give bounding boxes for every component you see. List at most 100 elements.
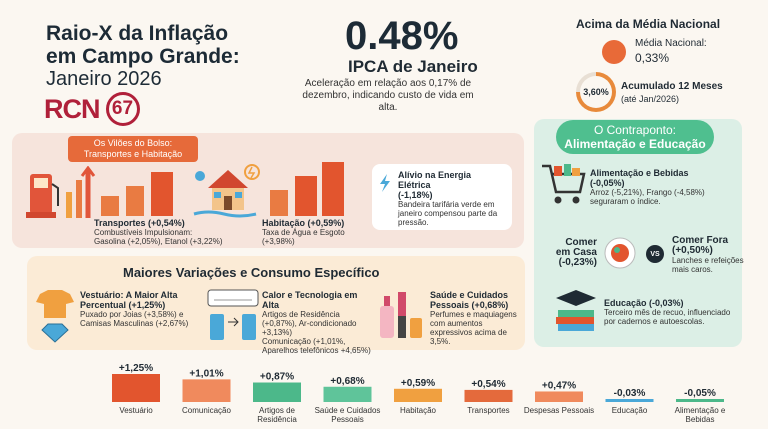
habitacao-desc: Taxa de Água e Esgoto (+3,98%) (262, 228, 345, 246)
vestuario-item: Vestuário: A Maior Alta Percentual (+1,2… (80, 290, 200, 328)
transport-bar-2 (126, 186, 144, 216)
pill-line-1: Os Vilões do Bolso: (93, 138, 173, 148)
pill-line-2: Transportes e Habitação (83, 149, 183, 159)
chart-value-label: +0,87% (260, 372, 294, 383)
chart-category-label: Transportes (467, 406, 510, 415)
house-icon (193, 164, 260, 218)
title-line-3: Janeiro 2026 (46, 68, 162, 90)
alivio-value: (-1,18%) (398, 190, 433, 200)
tech-desc-1: Artigos de Residência (+0,87%), Ar-condi… (262, 310, 357, 337)
acum-title: Acumulado 12 Meses (621, 81, 723, 92)
chart-value-label: +1,25% (119, 363, 153, 374)
chart-value-label: +0,59% (401, 378, 435, 389)
chart-value-label: -0,05% (684, 388, 716, 399)
logo-text: RCN (44, 93, 100, 124)
logo-number: 67 (105, 92, 140, 126)
chart-bar (323, 386, 372, 402)
chart-bar (535, 391, 583, 402)
alivio-card: Alívio na Energia Elétrica (-1,18%) Band… (372, 164, 512, 230)
transportes-desc-2: Gasolina (+2,05%), Etanol (+3,22%) (94, 237, 223, 246)
fora-title: Comer Fora (672, 235, 729, 246)
chart-bar (464, 389, 513, 402)
contraponto-header: O Contraponto: Alimentação e Educação (556, 120, 714, 154)
tshirt-jewel-icon (36, 290, 74, 343)
chart-category-label: Alimentação e Bebidas (674, 406, 726, 424)
accumulated-label: Acumulado 12 Meses (até Jan/2026) (621, 80, 723, 106)
chart-value-label: +0,47% (542, 380, 576, 391)
books-icon (556, 290, 596, 331)
acum-sub: (até Jan/2026) (621, 94, 680, 104)
casa-title: Comer em Casa (555, 237, 597, 258)
chart-category-label: Despesas Pessoais (523, 406, 595, 415)
chart-bar (112, 374, 160, 402)
chart-bar (605, 399, 654, 402)
ac-phone-icon (207, 289, 259, 340)
vest-title: Vestuário: A Maior Alta Percentual (+1,2… (80, 290, 178, 310)
chart-value-label: +1,01% (189, 368, 223, 379)
alivio-title: Alívio na Energia Elétrica (398, 170, 472, 190)
media-dot-icon (602, 40, 626, 64)
chart-bar (394, 388, 442, 402)
habitacao-bar-3 (322, 162, 344, 216)
chart-category-label: Artigos de Residência (257, 406, 297, 424)
alim-value: (-0,05%) (590, 178, 625, 188)
saude-title: Saúde e Cuidados Pessoais (+0,68%) (430, 290, 509, 310)
chart-bar (676, 399, 724, 402)
accumulated-ring: 3,60% (576, 72, 616, 112)
transportes-caption: Transportes (+0,54%) Combustíveis Impuls… (94, 218, 254, 247)
rcn-logo: RCN 67 (44, 92, 140, 126)
chart-value-label: -0,03% (614, 388, 646, 399)
educacao-item: Educação (-0,03%) Terceiro mês de recuo,… (604, 298, 734, 326)
alimentacao-item: Alimentação e Bebidas (-0,05%) Arroz (-5… (590, 168, 740, 206)
transport-bar-1 (101, 196, 119, 216)
tech-title: Calor e Tecnologia em Alta (262, 290, 358, 310)
chart-category-label: Educação (611, 406, 648, 415)
chart-category-label: Vestuário (119, 406, 153, 415)
vs-badge: VS (646, 245, 664, 263)
casa-value: (-0,23%) (558, 257, 597, 268)
villains-pill: Os Vilões do Bolso: Transportes e Habita… (68, 136, 198, 162)
vest-desc: Puxado por Joias (+3,58%) e Camisas Masc… (80, 310, 189, 328)
alim-desc: Arroz (-5,21%), Frango (-4,58%) segurara… (590, 188, 705, 206)
transport-bar-3 (151, 172, 173, 216)
gas-pump-icon (26, 166, 96, 218)
page-title: Raio-X da Inflação em Campo Grande: Jane… (46, 22, 240, 91)
transportes-desc-1: Combustíveis Impulsionam: (94, 228, 193, 237)
lightning-icon (380, 174, 390, 192)
media-label: Média Nacional: (635, 38, 707, 49)
chart-category-label: Saúde e Cuidados Pessoais (314, 406, 381, 424)
contra-head-line-2: Alimentação e Educação (564, 137, 706, 151)
tech-desc-2: Comunicação (+1,01%, Aparelhos telefônic… (262, 337, 371, 355)
habitacao-bar-1 (270, 190, 288, 216)
saude-item: Saúde e Cuidados Pessoais (+0,68%) Perfu… (430, 290, 522, 346)
contra-head-line-1: O Contraponto: (593, 123, 677, 137)
chart-bar (253, 382, 301, 402)
chart-value-label: +0,68% (330, 376, 364, 387)
alim-title: Alimentação e Bebidas (590, 168, 689, 178)
habitacao-caption: Habitação (+0,59%) Taxa de Água e Esgoto… (262, 218, 372, 247)
fora-desc: Lanches e refeições mais caros. (672, 256, 744, 274)
title-line-2: em Campo Grande: (46, 45, 240, 68)
maiores-title: Maiores Variações e Consumo Específico (123, 265, 380, 280)
media-nacional: Média Nacional: 0,33% (635, 38, 707, 65)
transportes-title: Transportes (+0,54%) (94, 218, 185, 228)
alivio-desc: Bandeira tarifária verde em janeiro comp… (398, 200, 498, 227)
habitacao-title: Habitação (+0,59%) (262, 218, 345, 228)
saude-desc: Perfumes e maquiagens com aumentos expre… (430, 310, 517, 346)
chart-category-label: Comunicação (182, 406, 231, 415)
headline-value: 0.48% (345, 14, 459, 58)
edu-title: Educação (-0,03%) (604, 298, 684, 308)
chart-bar (182, 379, 231, 402)
media-value: 0,33% (635, 51, 670, 65)
comer-fora-item: Comer Fora (+0,50%) Lanches e refeições … (672, 235, 746, 275)
shopping-cart-icon (542, 164, 586, 204)
tecnologia-item: Calor e Tecnologia em Alta Artigos de Re… (262, 290, 372, 355)
ring-value: 3,60% (580, 76, 612, 108)
variation-bar-chart: +1,25% +1,01% +0,87% +0,68% +0,59% +0,54% +0,4… (112, 363, 724, 402)
habitacao-bar-2 (295, 176, 317, 216)
chart-category-label: Habitação (399, 406, 437, 415)
comer-casa-item: Comer em Casa (-0,23%) (553, 238, 597, 268)
fora-value: (+0,50%) (672, 245, 713, 256)
headline-label: IPCA de Janeiro (348, 57, 478, 76)
edu-desc: Terceiro mês de recuo, influenciado por … (604, 308, 731, 326)
